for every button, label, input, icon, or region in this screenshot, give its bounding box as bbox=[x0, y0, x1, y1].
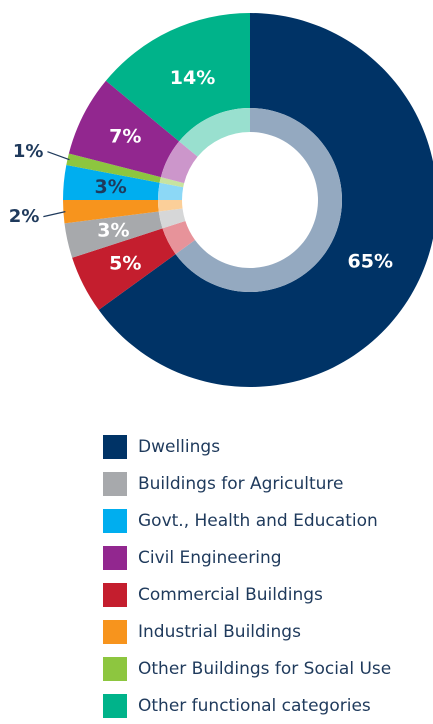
data-label-commercial-buildings: 5% bbox=[109, 253, 141, 275]
slice-dwellings bbox=[98, 13, 433, 387]
legend-label: Dwellings bbox=[138, 436, 221, 457]
legend-item-industrial-buildings: Industrial Buildings bbox=[103, 613, 428, 650]
slice-inner-dwellings bbox=[175, 108, 343, 293]
slice-other-buildings-for-social-use bbox=[66, 153, 161, 183]
slice-industrial-buildings bbox=[63, 200, 159, 224]
legend-item-buildings-for-agriculture: Buildings for Agriculture bbox=[103, 465, 428, 502]
slice-inner-commercial-buildings bbox=[162, 221, 195, 255]
legend-item-other-buildings-social-use: Other Buildings for Social Use bbox=[103, 650, 428, 687]
data-label-other-functional-categories: 14% bbox=[170, 67, 215, 89]
slice-inner-buildings-for-agriculture bbox=[158, 208, 186, 229]
legend-swatch bbox=[103, 471, 127, 496]
legend-item-civil-engineering: Civil Engineering bbox=[103, 539, 428, 576]
data-label-civil-engineering: 7% bbox=[109, 125, 141, 147]
slice-inner-civil-engineering bbox=[160, 141, 198, 184]
legend-swatch bbox=[103, 619, 127, 644]
legend-item-commercial-buildings: Commercial Buildings bbox=[103, 576, 428, 613]
slice-buildings-for-agriculture bbox=[64, 211, 163, 258]
data-label-dwellings: 65% bbox=[348, 250, 393, 272]
slice-commercial-buildings bbox=[72, 228, 176, 310]
leader-line-industrial-buildings bbox=[43, 211, 66, 218]
legend-swatch bbox=[103, 508, 127, 533]
legend-label: Other functional categories bbox=[138, 695, 371, 716]
legend-swatch bbox=[103, 656, 127, 681]
legend-item-other-functional-categories: Other functional categories bbox=[103, 687, 428, 724]
slice-inner-industrial-buildings bbox=[158, 200, 183, 212]
slice-inner-other-buildings-for-social-use bbox=[159, 177, 185, 188]
slice-other-functional-categories bbox=[105, 13, 250, 142]
leader-line-other-buildings-for-social-use bbox=[47, 151, 70, 161]
legend-label: Civil Engineering bbox=[138, 547, 282, 568]
legend-item-dwellings: Dwellings bbox=[103, 428, 428, 465]
slice-govt-health-and-education bbox=[63, 164, 160, 200]
legend-label: Industrial Buildings bbox=[138, 621, 301, 642]
legend-swatch bbox=[103, 693, 127, 718]
legend-label: Other Buildings for Social Use bbox=[138, 658, 392, 679]
legend-label: Buildings for Agriculture bbox=[138, 473, 344, 494]
legend-label: Commercial Buildings bbox=[138, 584, 323, 605]
slice-inner-govt-health-and-education bbox=[158, 182, 184, 200]
legend-label: Govt., Health and Education bbox=[138, 510, 378, 531]
data-label-govt-health-and-education: 3% bbox=[94, 176, 126, 198]
data-label-industrial-buildings: 2% bbox=[9, 206, 40, 227]
legend-swatch bbox=[103, 434, 127, 459]
data-label-other-buildings-for-social-use: 1% bbox=[13, 141, 44, 162]
slice-civil-engineering bbox=[68, 80, 180, 178]
data-label-buildings-for-agriculture: 3% bbox=[97, 220, 129, 242]
chart-legend: Dwellings Buildings for Agriculture Govt… bbox=[103, 428, 428, 724]
slice-inner-other-functional-categories bbox=[179, 108, 250, 157]
donut-chart: 65% 5% 3% 2% 3% 1% 7% 14% bbox=[9, 13, 433, 387]
legend-item-govt-health-education: Govt., Health and Education bbox=[103, 502, 428, 539]
legend-swatch bbox=[103, 545, 127, 570]
legend-swatch bbox=[103, 582, 127, 607]
